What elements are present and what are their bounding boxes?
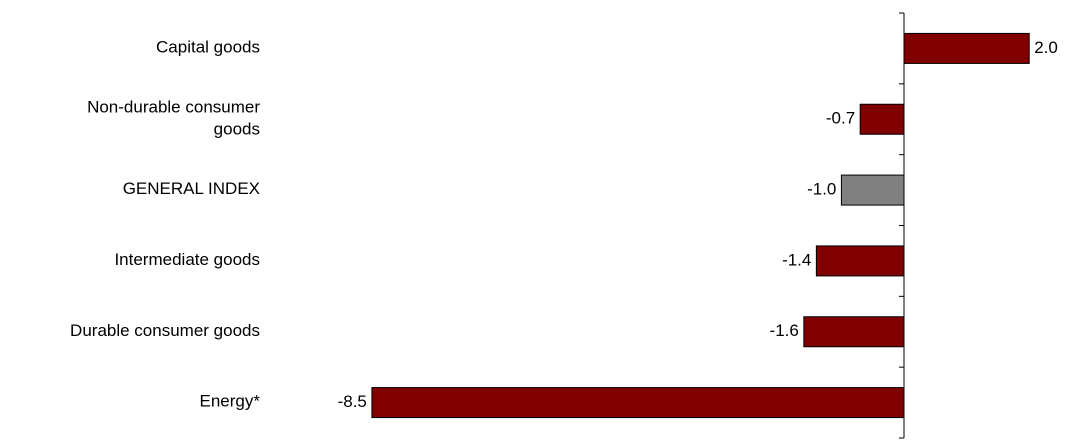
category-label: Non-durable consumer goods [87, 98, 260, 139]
data-label: -1.6 [770, 321, 799, 340]
bar [859, 103, 905, 135]
category-label: Durable consumer goods [70, 321, 260, 340]
category-label: Intermediate goods [114, 250, 260, 269]
bar [803, 316, 905, 348]
category-label: Energy* [200, 392, 261, 411]
data-label: 2.0 [1034, 38, 1058, 57]
data-label: -8.5 [338, 392, 367, 411]
data-label: -1.0 [807, 180, 836, 199]
category-label: Capital goods [156, 38, 260, 57]
bar [840, 174, 905, 206]
bar [903, 32, 1030, 64]
category-label: GENERAL INDEX [123, 180, 260, 199]
bar [371, 387, 905, 419]
data-label: -1.4 [782, 250, 811, 269]
bar [815, 245, 905, 277]
data-label: -0.7 [826, 109, 855, 128]
